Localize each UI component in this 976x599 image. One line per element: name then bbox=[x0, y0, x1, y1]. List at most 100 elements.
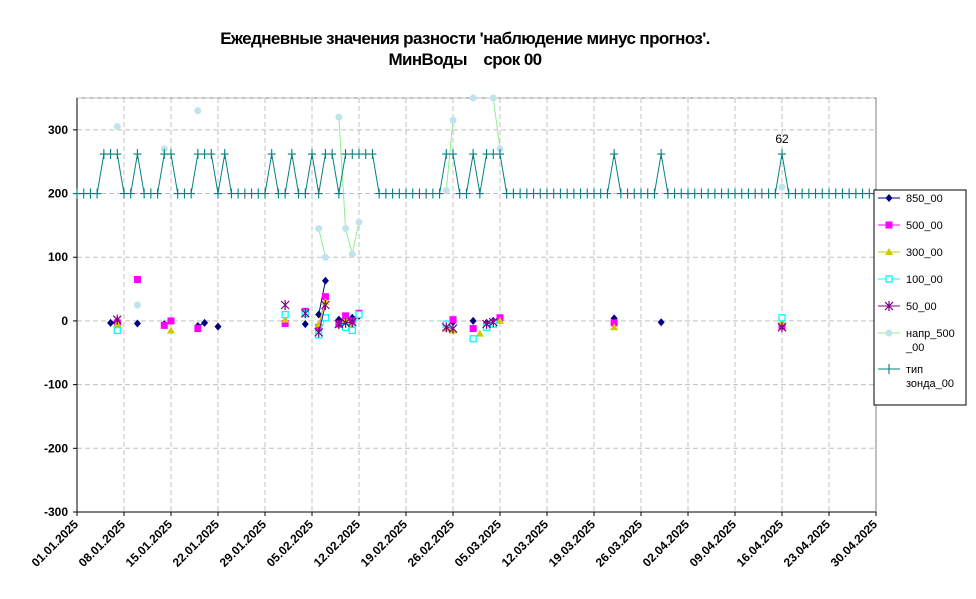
legend-item: 300_00 bbox=[878, 247, 943, 259]
series-5-point bbox=[321, 253, 329, 261]
chart-title: Ежедневные значения разности 'наблюдение… bbox=[0, 28, 930, 70]
series-sonde-type-point bbox=[408, 188, 417, 199]
x-tick-label: 22.01.2025 bbox=[170, 517, 223, 570]
series-sonde-type-point bbox=[529, 188, 538, 199]
series-sonde-type-point bbox=[247, 188, 256, 199]
series-4-point bbox=[300, 308, 310, 319]
x-tick-label: 12.02.2025 bbox=[311, 517, 364, 570]
series-sonde-type-point bbox=[744, 188, 753, 199]
series-sonde-type-point bbox=[543, 188, 551, 199]
series-2-point bbox=[167, 326, 175, 334]
series-sonde-type-point bbox=[133, 149, 142, 160]
series-sonde-type-point bbox=[590, 188, 598, 199]
series-sonde-type-point bbox=[348, 149, 357, 160]
legend-marker bbox=[885, 248, 893, 255]
series-sonde-type-point bbox=[757, 188, 766, 199]
series-sonde-type-point bbox=[630, 188, 639, 199]
series-4-point bbox=[112, 314, 122, 325]
x-tick-label: 05.02.2025 bbox=[264, 517, 317, 570]
series-sonde-type-point bbox=[281, 188, 290, 199]
legend-item: 850_00 bbox=[878, 193, 943, 205]
legend-item: тип зонда_00 bbox=[878, 364, 954, 390]
series-0-point bbox=[321, 276, 329, 285]
series-sonde-type-point bbox=[677, 188, 686, 199]
series-sonde-type-point bbox=[120, 188, 128, 199]
series-sonde-type-point bbox=[522, 188, 531, 199]
x-tick-label: 23.04.2025 bbox=[781, 517, 834, 570]
series-5-point bbox=[449, 116, 457, 124]
series-sonde-type-point bbox=[804, 188, 813, 199]
series-sonde-type-point bbox=[314, 188, 323, 199]
series-sonde-type-point bbox=[831, 188, 840, 199]
series-sonde-type-point bbox=[784, 188, 793, 199]
series-1-point bbox=[133, 276, 141, 284]
series-sonde-type-point bbox=[375, 188, 384, 199]
series-sonde-type-point bbox=[825, 188, 833, 199]
series-2-point bbox=[610, 323, 619, 331]
series-0-point bbox=[469, 316, 477, 325]
series-sonde-type-point bbox=[536, 188, 545, 199]
series-5-point bbox=[342, 225, 350, 233]
series-sonde-type-point bbox=[684, 188, 692, 199]
series-4-line-segment bbox=[338, 322, 346, 325]
series-sonde-type-point bbox=[93, 188, 102, 199]
legend-item: напр_500 _00 bbox=[878, 328, 955, 354]
legend-label: 300_00 bbox=[906, 247, 943, 259]
series-sonde-type-point bbox=[180, 188, 189, 199]
chart-title-line-2: МинВоды срок 00 bbox=[388, 50, 542, 69]
series-5-line-segment bbox=[492, 97, 501, 150]
x-tick-label: 01.01.2025 bbox=[29, 517, 82, 570]
x-tick-label: 15.01.2025 bbox=[123, 517, 176, 570]
series-4-point bbox=[280, 300, 290, 310]
series-0-point bbox=[301, 320, 309, 329]
series-sonde-type-point bbox=[637, 188, 645, 199]
legend-marker bbox=[884, 301, 894, 311]
x-tick-label: 19.02.2025 bbox=[358, 517, 411, 570]
series-2-point bbox=[281, 315, 290, 323]
series-sonde-type-point bbox=[858, 188, 867, 199]
series-4-group bbox=[112, 300, 787, 338]
series-sonde-type-point bbox=[489, 149, 498, 160]
x-tick-label: 29.01.2025 bbox=[217, 517, 270, 570]
series-sonde-type-point bbox=[449, 149, 457, 160]
data-label-annotation: 62 bbox=[775, 132, 789, 146]
x-tick-label: 16.04.2025 bbox=[734, 517, 787, 570]
series-5-line-segment bbox=[351, 222, 360, 255]
series-sonde-type-point bbox=[287, 149, 296, 160]
series-sonde-type-point bbox=[207, 149, 216, 160]
legend-marker bbox=[885, 194, 893, 202]
series-sonde-type-point bbox=[368, 149, 377, 160]
series-sonde-type-point bbox=[388, 188, 397, 199]
series-5-point bbox=[355, 218, 363, 226]
series-4-line-segment bbox=[318, 304, 326, 333]
series-sonde-type-point bbox=[261, 188, 269, 199]
series-1-point bbox=[167, 317, 175, 325]
series-1-point bbox=[449, 316, 457, 324]
series-4-line-segment bbox=[446, 326, 454, 330]
series-5-point bbox=[315, 225, 323, 233]
series-sonde-type-point bbox=[791, 188, 800, 199]
series-4-point bbox=[347, 317, 357, 328]
series-sonde-type-point bbox=[731, 188, 739, 199]
y-tick-label: 300 bbox=[48, 123, 68, 137]
y-tick-label: 100 bbox=[48, 250, 68, 264]
series-sonde-type-point bbox=[710, 188, 719, 199]
series-sonde-type-point bbox=[623, 188, 632, 199]
series-sonde-type-point bbox=[509, 188, 518, 199]
series-5-point bbox=[348, 250, 356, 258]
series-sonde-type-point bbox=[234, 188, 243, 199]
x-tick-label: 12.03.2025 bbox=[499, 517, 552, 570]
series-3-point bbox=[281, 310, 289, 319]
series-sonde-type-point bbox=[381, 188, 390, 199]
series-1-point bbox=[610, 319, 618, 327]
series-sonde-type-point bbox=[442, 149, 451, 160]
y-tick-label: -300 bbox=[44, 505, 68, 519]
series-sonde-type-point bbox=[657, 149, 666, 160]
series-sonde-type-point bbox=[395, 188, 404, 199]
series-3-point bbox=[113, 326, 121, 335]
series-sonde-type-point bbox=[267, 149, 276, 160]
series-sonde-type-point bbox=[583, 188, 592, 199]
series-1-point bbox=[342, 312, 350, 320]
series-5-point bbox=[489, 94, 497, 102]
